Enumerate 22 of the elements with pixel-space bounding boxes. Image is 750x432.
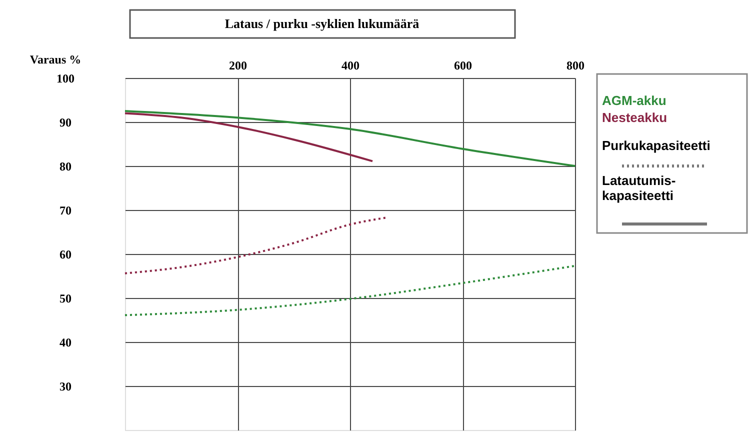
text: AGM-akku bbox=[602, 93, 666, 108]
y-tick-label: 60 bbox=[60, 248, 72, 262]
x-tick-label: 600 bbox=[454, 58, 472, 72]
y-tick-label: 30 bbox=[60, 380, 72, 394]
y-tick-label: 70 bbox=[60, 204, 72, 218]
line-series bbox=[124, 264, 576, 316]
line-series bbox=[124, 110, 576, 167]
y-tick-label: 80 bbox=[60, 160, 72, 174]
chart-title: Lataus / purku -syklien lukumäärä bbox=[224, 16, 420, 31]
y-tick-label: 90 bbox=[60, 116, 72, 130]
text: Latautumis- kapasiteetti bbox=[602, 173, 676, 203]
y-tick-label: 40 bbox=[60, 336, 72, 350]
line-series bbox=[124, 216, 388, 274]
text: Nesteakku bbox=[602, 110, 668, 125]
line-series bbox=[124, 112, 374, 162]
y-tick-label: 100 bbox=[56, 72, 74, 86]
x-tick-label: 800 bbox=[566, 58, 584, 72]
x-tick-label: 400 bbox=[342, 58, 360, 72]
x-tick-label: 200 bbox=[229, 58, 247, 72]
text: Purkukapasiteetti bbox=[602, 138, 710, 153]
y-tick-label: 50 bbox=[60, 292, 72, 306]
y-axis-title: Varaus % bbox=[30, 52, 82, 66]
